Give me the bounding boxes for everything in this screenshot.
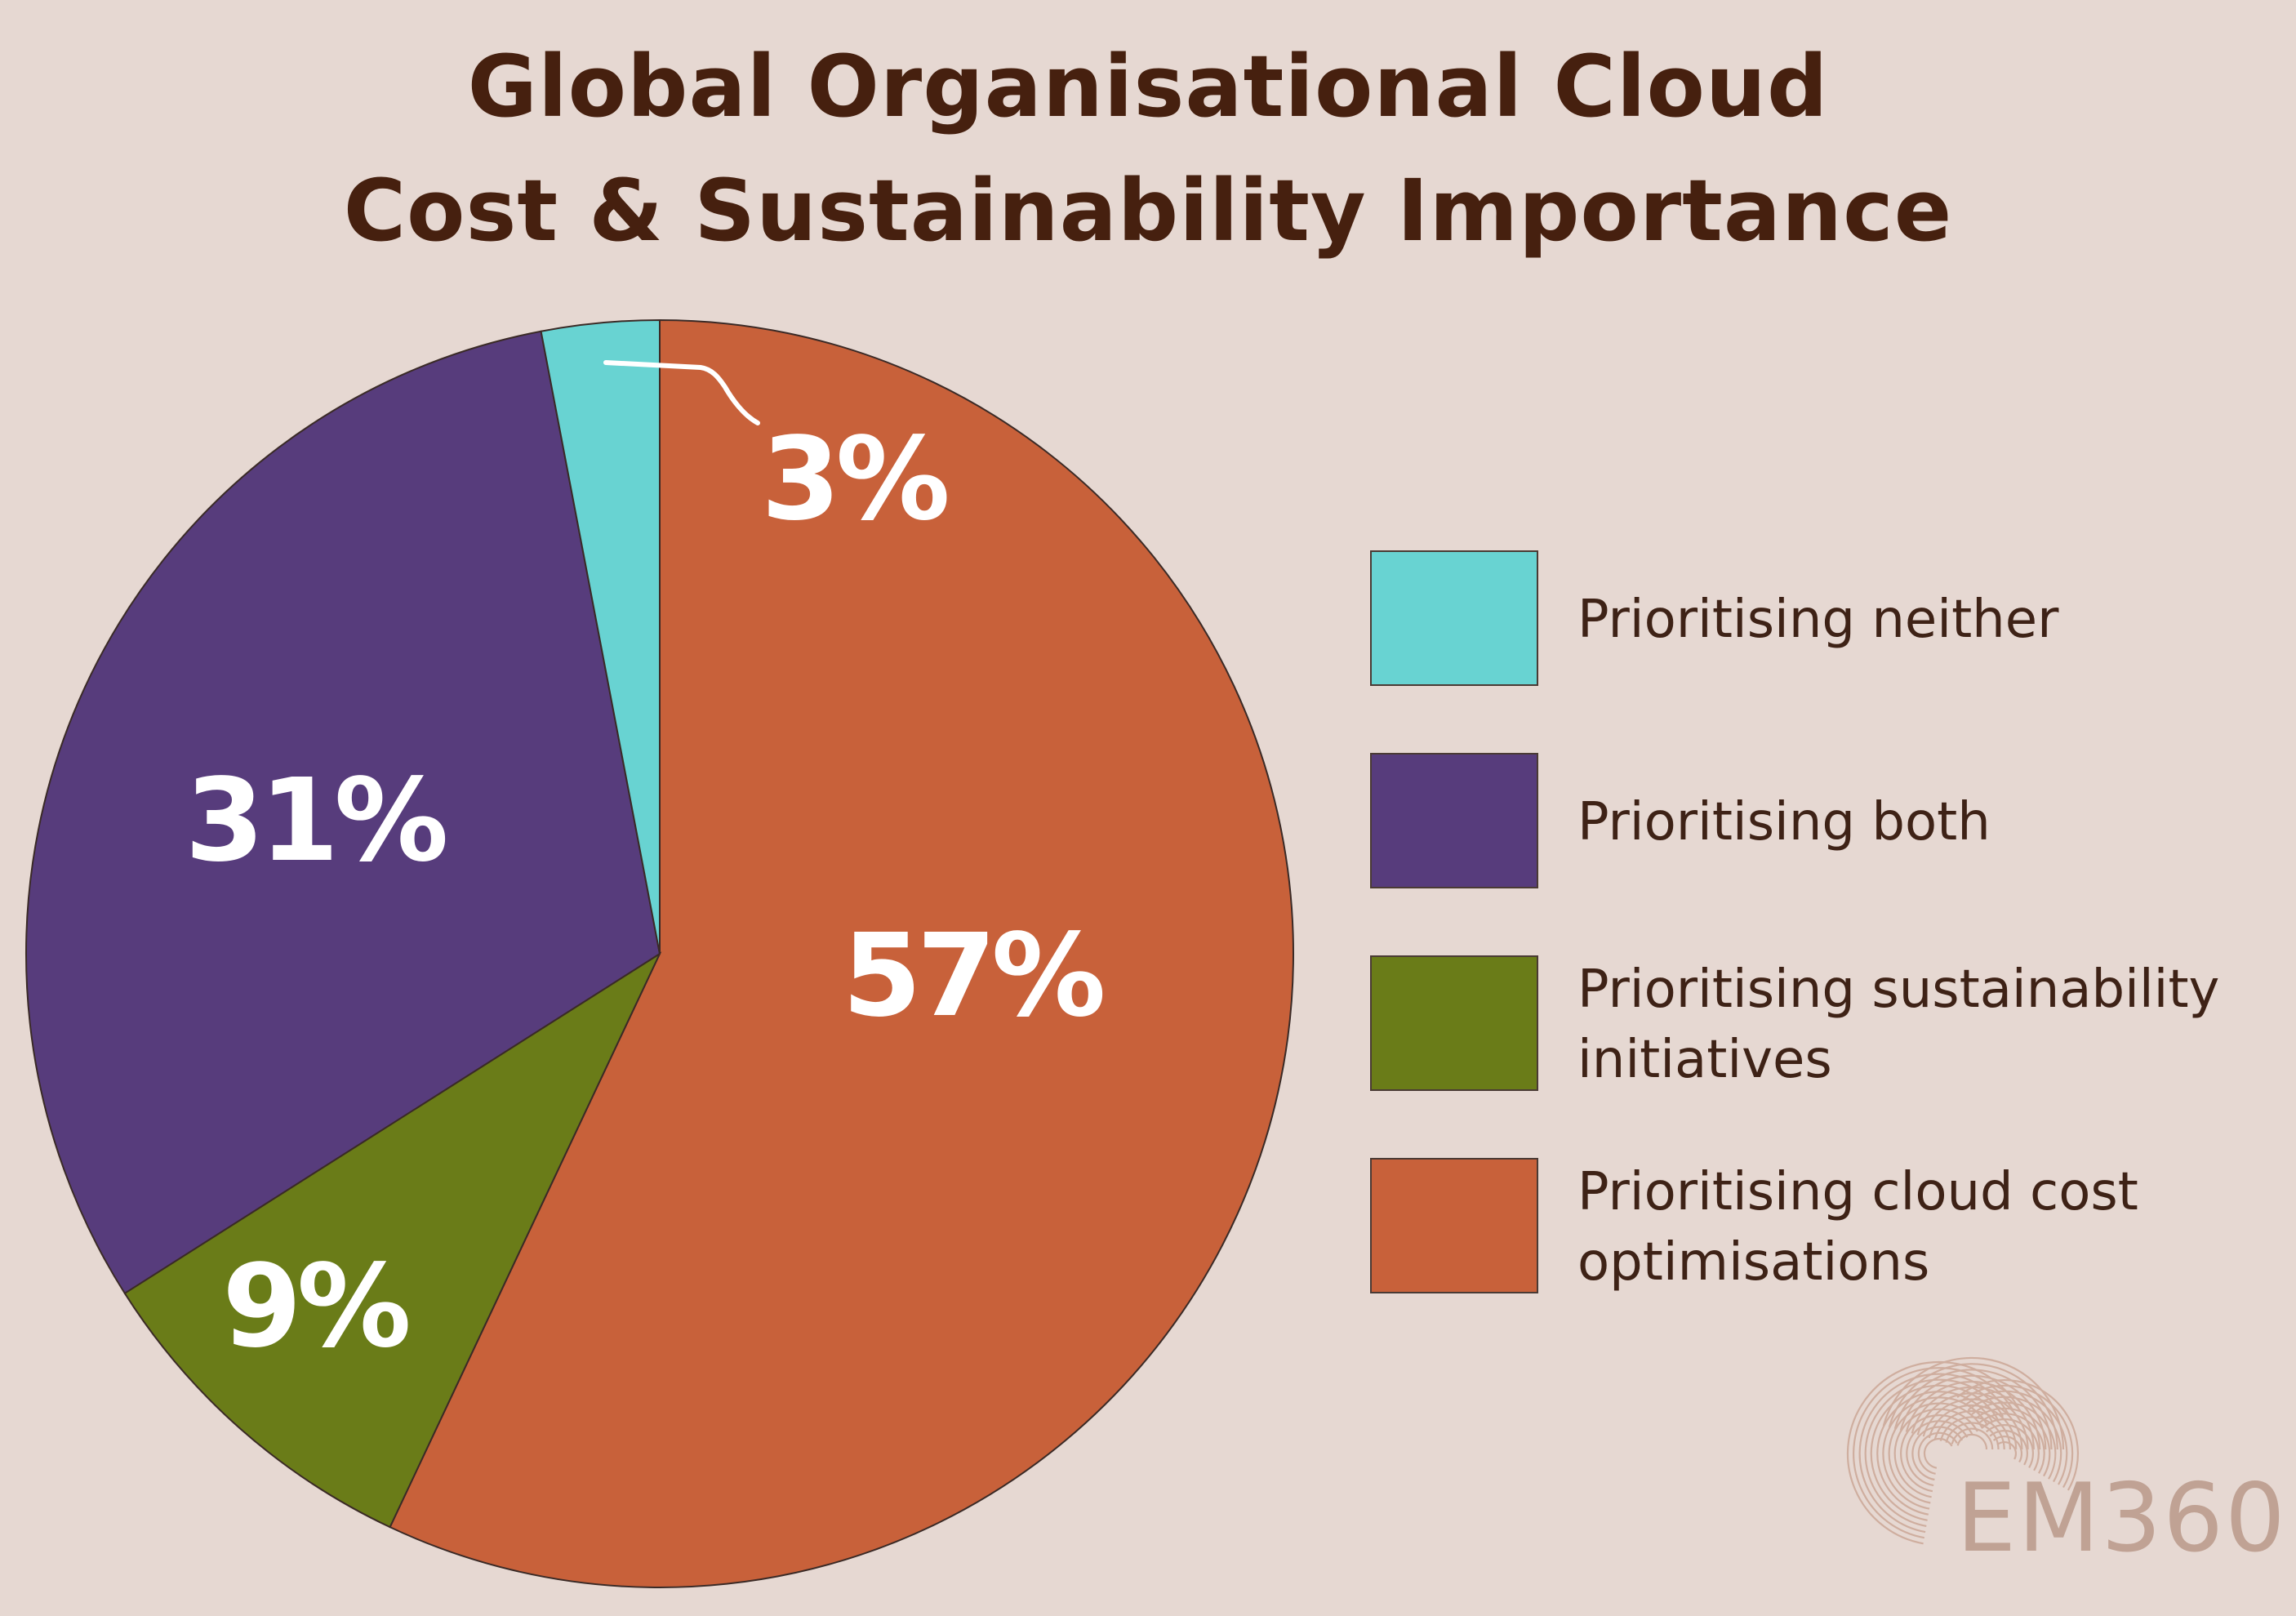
legend-label-line: initiatives	[1577, 1030, 1832, 1090]
brand-text: EM360	[1956, 1463, 2287, 1574]
logo-ring	[1923, 1437, 1953, 1469]
pie-slice-sustainability	[123, 951, 662, 1529]
logo-ring	[1960, 1384, 2074, 1489]
legend-label-neither: Prioritising neither	[1577, 585, 2280, 655]
logo-ring	[1971, 1401, 2057, 1480]
pie-labels: 57% 9% 31% 3%	[185, 413, 1107, 1373]
logo-ring	[1916, 1392, 2029, 1450]
pie-leaders	[603, 360, 760, 425]
legend-label-line: Prioritising cloud cost	[1577, 1162, 2138, 1222]
logo-ring	[1956, 1433, 1988, 1450]
legend-label-sustainability: Prioritising sustainability initiatives	[1577, 955, 2280, 1095]
logo-ring	[1906, 1420, 1969, 1487]
logo-ring	[1989, 1430, 2028, 1466]
pie-label-neither: 3%	[761, 413, 946, 546]
logo-ring	[1951, 1427, 1994, 1450]
legend-label-line: Prioritising neither	[1577, 590, 2059, 650]
chart-title-line-2: Cost & Sustainability Importance	[343, 161, 1953, 260]
legend-label-line: optimisations	[1577, 1232, 1930, 1293]
legend-swatch-both	[1370, 753, 1538, 888]
logo-ring	[1982, 1418, 2040, 1471]
pie-leader-line	[603, 360, 760, 425]
logo-ring	[1888, 1363, 2058, 1450]
legend-swatch-cloud-cost	[1370, 1158, 1538, 1293]
logo-ring	[1911, 1426, 1964, 1481]
legend-label-both: Prioritising both	[1577, 787, 2280, 857]
chart-title-line-1: Global Organisational Cloud	[467, 37, 1829, 136]
pie-label-both: 31%	[185, 755, 445, 888]
legend-swatch-neither	[1370, 550, 1538, 686]
legend-item-cloud-cost: Prioritising cloud cost optimisations	[1370, 1158, 2276, 1297]
logo-ring	[1899, 1374, 2047, 1450]
logo-ring	[1905, 1381, 2041, 1450]
legend-item-both: Prioritising both	[1370, 753, 2276, 892]
legend-label-cloud-cost: Prioritising cloud cost optimisations	[1577, 1157, 2280, 1298]
logo-ring	[1882, 1396, 1989, 1510]
pie-slice-cloud-cost	[389, 318, 1294, 1588]
logo-ring	[1985, 1424, 2034, 1468]
logo-ring	[1870, 1384, 1999, 1521]
logo-ring	[1888, 1402, 1984, 1504]
legend-label-line: Prioritising sustainability	[1577, 959, 2220, 1020]
chart-title: Global Organisational Cloud Cost & Susta…	[0, 24, 2296, 273]
logo-ring	[1900, 1414, 1973, 1493]
logo-ring	[1922, 1398, 2023, 1450]
logo-ring	[1974, 1407, 2051, 1477]
logo-ring	[1996, 1441, 2017, 1460]
pie-label-cloud-cost: 57%	[842, 910, 1102, 1043]
cloud-rings-logo-icon	[1846, 1356, 2080, 1545]
legend-label-line: Prioritising both	[1577, 792, 1991, 853]
logo-ring	[1978, 1413, 2045, 1474]
legend-item-neither: Prioritising neither	[1370, 550, 2276, 689]
brand-logo: EM360	[1788, 1307, 2285, 1584]
pie-slice-both	[25, 330, 661, 1295]
logo-ring	[1893, 1369, 2053, 1450]
legend-item-sustainability: Prioritising sustainability initiatives	[1370, 955, 2276, 1094]
logo-ring	[1992, 1436, 2023, 1463]
legend-swatch-sustainability	[1370, 955, 1538, 1091]
logo-ring	[1956, 1378, 2080, 1491]
pie-label-sustainability: 9%	[222, 1240, 407, 1373]
logo-ring	[1882, 1356, 2065, 1450]
logo-ring	[1964, 1390, 2068, 1485]
logo-ring	[1967, 1396, 2062, 1483]
pie-slice-neither	[540, 318, 661, 955]
pie-slices	[25, 318, 1294, 1588]
logo-ring	[1911, 1386, 2035, 1450]
